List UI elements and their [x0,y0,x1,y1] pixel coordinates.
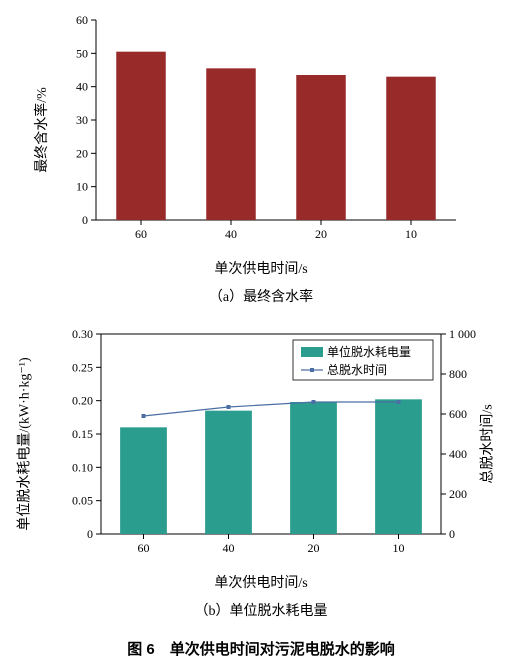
svg-text:800: 800 [449,367,467,381]
svg-text:20: 20 [308,541,320,555]
svg-text:0.25: 0.25 [72,360,93,374]
svg-text:40: 40 [223,541,235,555]
chart-a-container: 最终含水率/% 0 10 20 30 40 50 60 60 40 20 10 [26,10,496,250]
chart-a-ylabel: 最终含水率/% [31,87,51,173]
svg-text:10: 10 [405,227,417,241]
svg-text:60: 60 [138,541,150,555]
svg-text:600: 600 [449,407,467,421]
svg-text:60: 60 [76,13,88,27]
svg-text:0.10: 0.10 [72,460,93,474]
svg-text:400: 400 [449,447,467,461]
svg-text:20: 20 [76,146,88,160]
svg-text:60: 60 [135,227,147,241]
svg-text:0.30: 0.30 [72,327,93,341]
svg-text:30: 30 [76,113,88,127]
svg-text:10: 10 [76,180,88,194]
chart-a-svg: 0 10 20 30 40 50 60 60 40 20 10 [26,10,496,250]
svg-text:40: 40 [76,80,88,94]
svg-text:10: 10 [393,541,405,555]
svg-text:0.05: 0.05 [72,494,93,508]
svg-text:总脱水时间: 总脱水时间 [327,362,387,377]
svg-text:20: 20 [315,227,327,241]
svg-text:0.15: 0.15 [72,427,93,441]
svg-text:0: 0 [87,527,93,541]
svg-text:40: 40 [225,227,237,241]
figure-caption: 图 6 单次供电时间对污泥电脱水的影响 [10,638,512,659]
chart-b-container: 单位脱水耗电量/(kW·h·kg⁻¹) 总脱水时间/s 0 0.05 0.10 0.1… [11,324,511,564]
chart-b-subcaption: （b）单位脱水耗电量 [10,600,512,620]
svg-text:0.20: 0.20 [72,394,93,408]
chart-b-y2label: 总脱水时间/s [476,404,496,483]
chart-b-svg: 0 0.05 0.10 0.15 0.20 0.25 0.30 0 200 400 600 800 1 … [11,324,511,564]
chart-a-subcaption: （a）最终含水率 [10,286,512,306]
svg-text:单位脱水耗电量: 单位脱水耗电量 [327,344,411,359]
svg-text:50: 50 [76,46,88,60]
chart-b-xlabel: 单次供电时间/s [10,572,512,592]
svg-text:200: 200 [449,487,467,501]
svg-text:1 000: 1 000 [449,327,476,341]
chart-b-ylabel: 单位脱水耗电量/(kW·h·kg⁻¹) [14,357,34,530]
chart-a-xlabel: 单次供电时间/s [10,258,512,278]
svg-text:0: 0 [82,213,88,227]
svg-text:0: 0 [449,527,455,541]
